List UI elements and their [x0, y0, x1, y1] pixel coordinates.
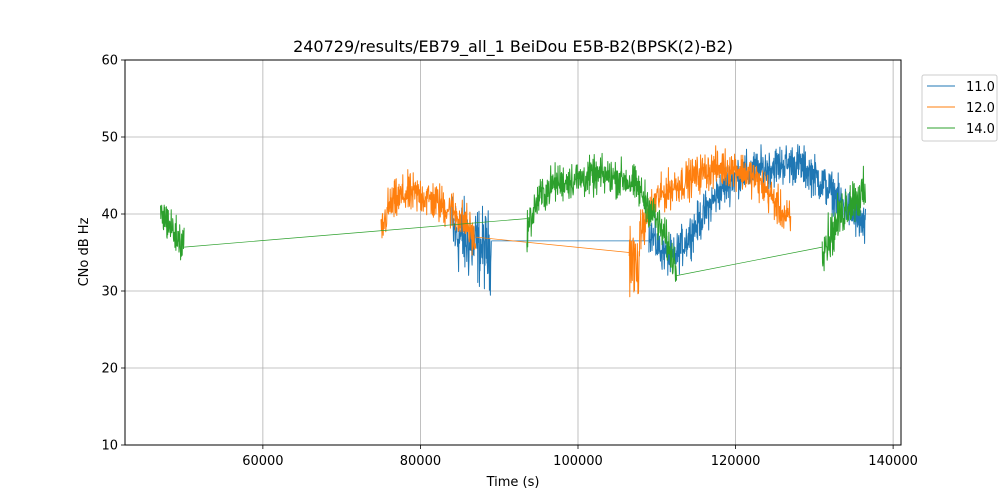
y-tick-label: 60: [101, 54, 118, 69]
series-line-11.0: [648, 144, 866, 276]
series-line-14.0: [160, 204, 185, 261]
series-line-14.0: [184, 218, 527, 248]
legend-label-14.0: 14.0: [966, 122, 995, 137]
series-line-12.0: [380, 169, 477, 256]
series-line-12.0: [628, 209, 642, 298]
series-line-14.0: [676, 246, 823, 276]
x-tick-label: 120000: [711, 454, 761, 469]
axis-ticks: 60000 80000 100000 120000 140000 10 20 30 40 50 60: [101, 54, 917, 470]
series-line-12.0: [475, 236, 630, 253]
y-axis-label: CNo dB Hz: [77, 217, 92, 286]
series-12.0: [380, 145, 792, 298]
y-tick-label: 10: [101, 439, 118, 454]
x-tick-label: 60000: [242, 454, 283, 469]
x-tick-label: 100000: [553, 454, 603, 469]
chart-title: 240729/results/EB79_all_1 BeiDou E5B-B2(…: [293, 37, 733, 57]
y-tick-label: 20: [101, 362, 118, 377]
y-tick-label: 40: [101, 208, 118, 223]
y-tick-label: 50: [101, 131, 118, 146]
series-line-14.0: [821, 165, 866, 272]
legend-label-11.0: 11.0: [966, 80, 995, 95]
x-tick-label: 140000: [868, 454, 918, 469]
y-tick-label: 30: [101, 285, 118, 300]
series-line-12.0: [640, 145, 792, 246]
x-axis-label: Time (s): [486, 475, 540, 490]
x-tick-label: 80000: [400, 454, 441, 469]
series-line-14.0: [526, 152, 677, 282]
legend-label-12.0: 12.0: [966, 101, 995, 116]
plot-area-frame: [124, 59, 902, 446]
plot-lines: [160, 144, 866, 298]
legend-box: [921, 74, 998, 142]
legend: 11.0 12.0 14.0: [921, 74, 998, 142]
series-14.0: [160, 152, 866, 282]
grid: [125, 59, 901, 446]
